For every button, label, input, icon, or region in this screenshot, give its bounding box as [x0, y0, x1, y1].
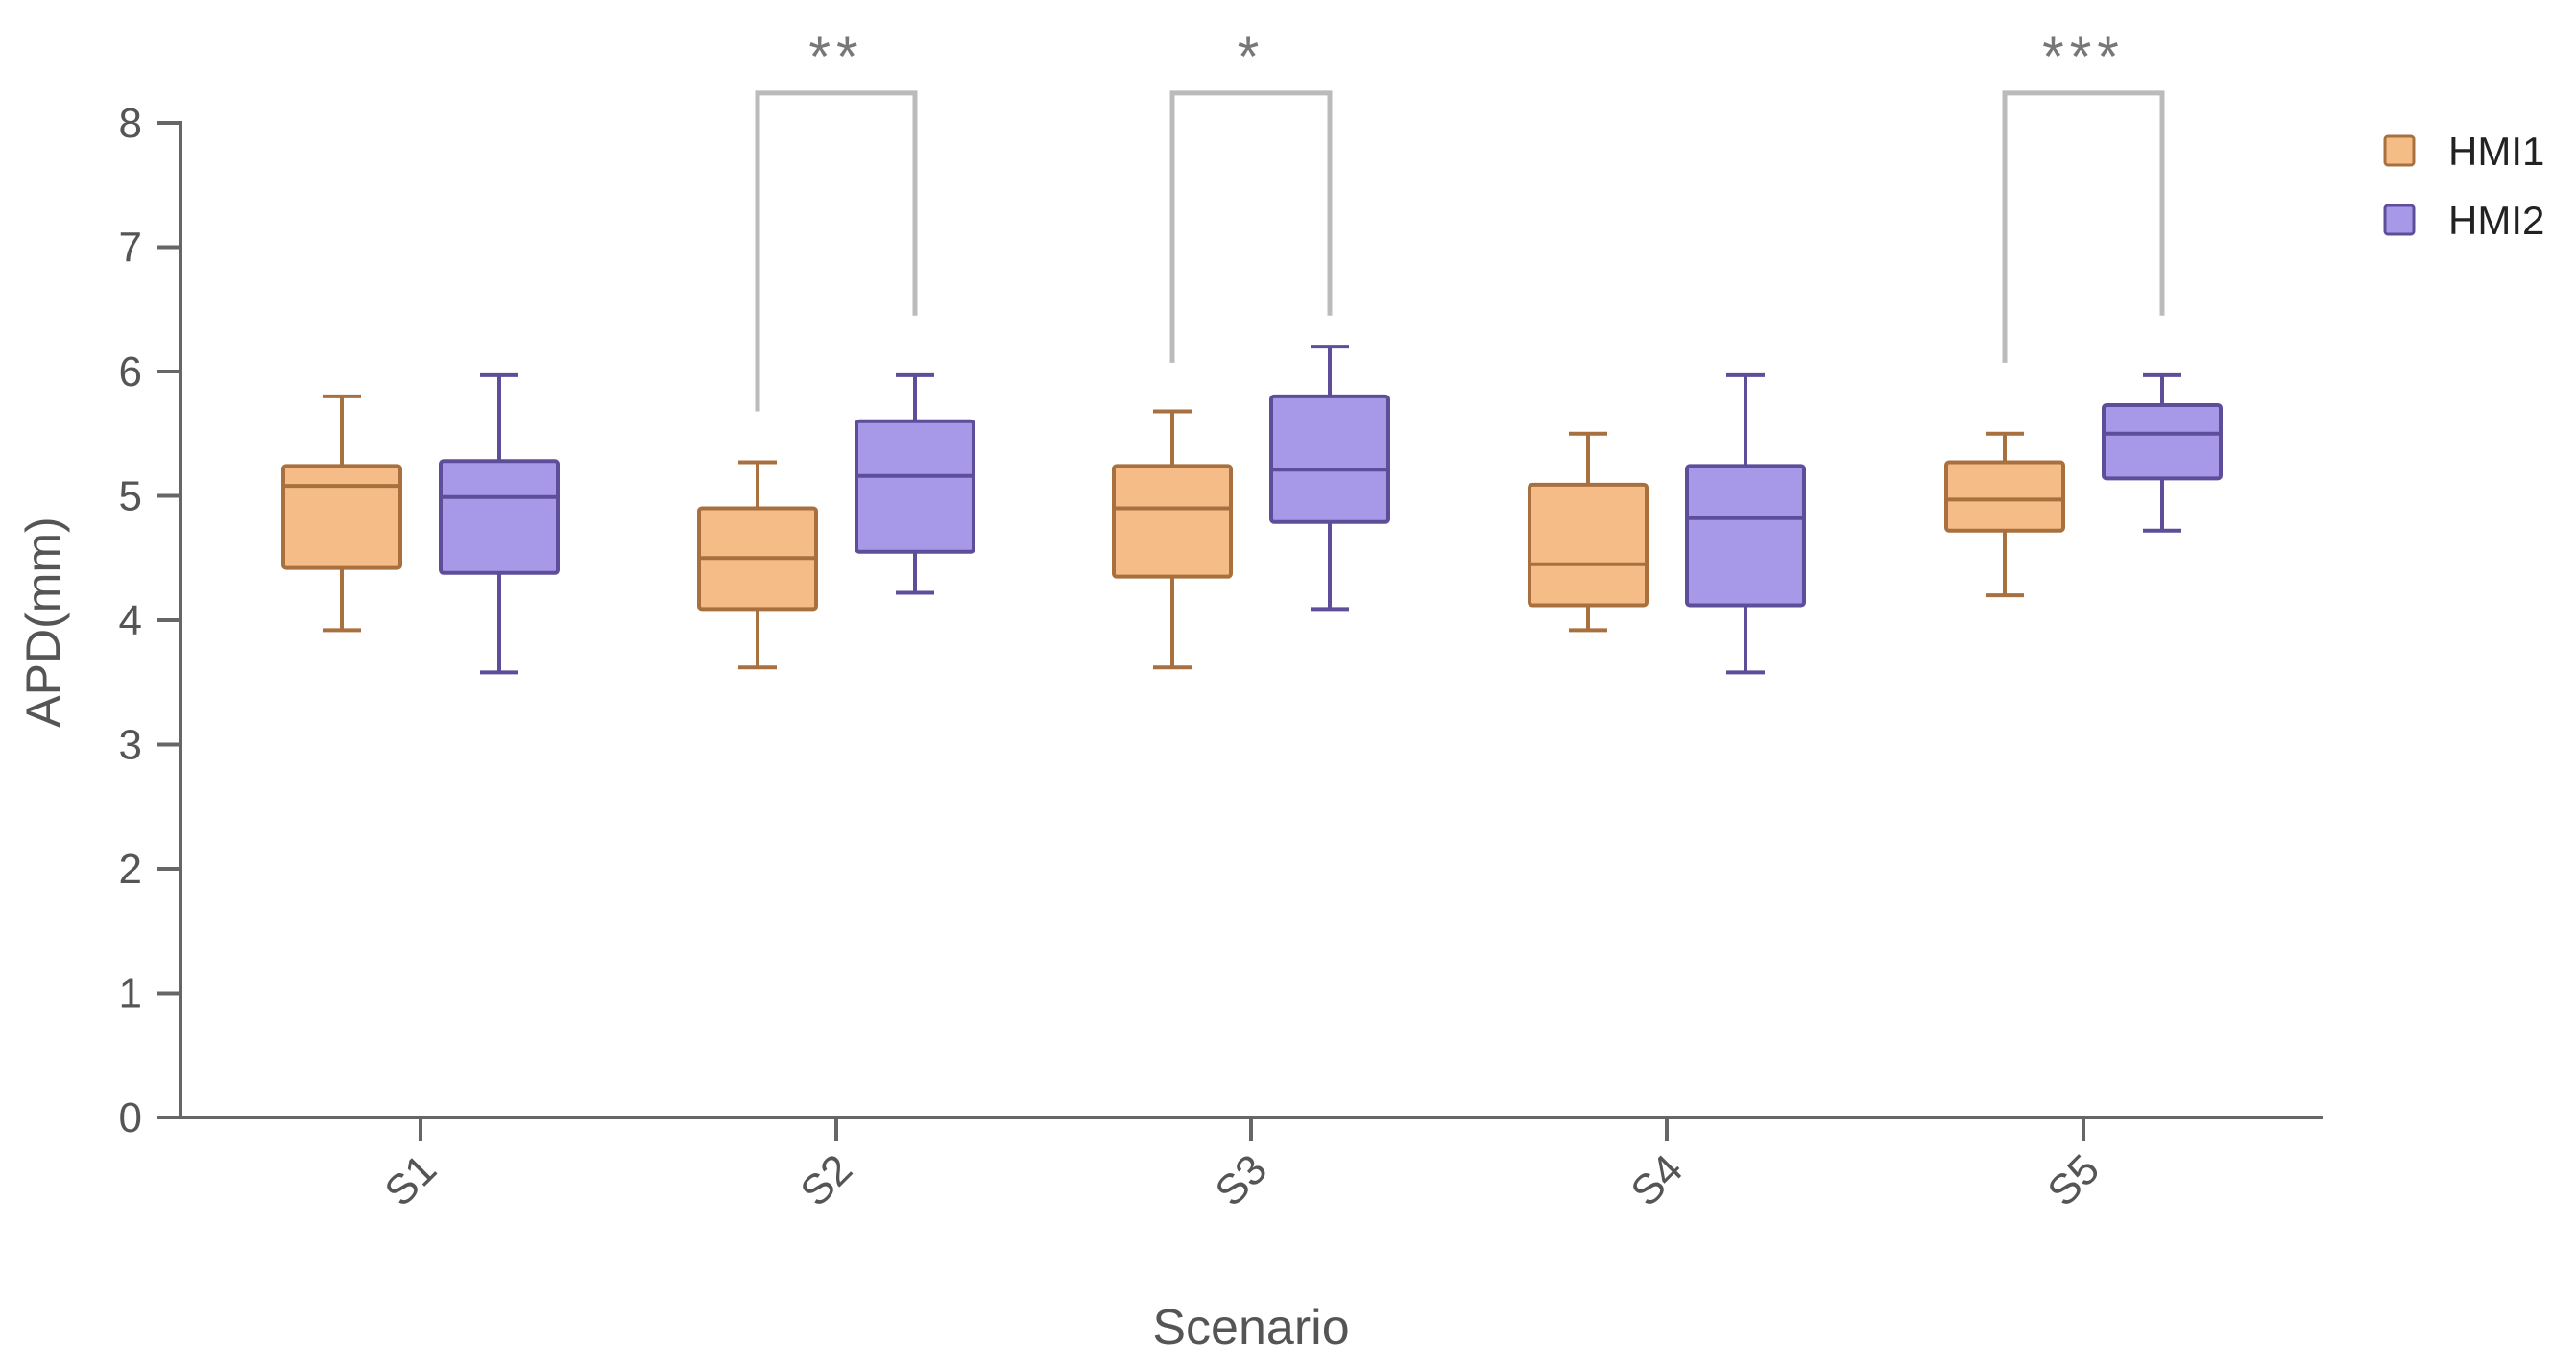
legend-label-hmi2: HMI2: [2448, 198, 2544, 243]
y-tick-label: 1: [119, 971, 142, 1018]
significance-bracket: [1169, 90, 1333, 363]
box-hmi2-s4: [1685, 372, 1806, 675]
axes: 0 1 2 3 4 5 6 7 8 S1 S2 S3 S4 S5: [119, 100, 2323, 1215]
significance-stars: ***: [2042, 26, 2125, 88]
y-axis-label: APD(mm): [16, 516, 70, 727]
y-tick-label: 2: [119, 846, 142, 893]
iqr-box: [1944, 460, 2065, 533]
box-hmi2-s3: [1269, 345, 1390, 612]
x-tick-label: S2: [791, 1145, 861, 1215]
iqr-box: [1685, 464, 1806, 608]
iqr-box: [1269, 394, 1390, 524]
x-axis-label: Scenario: [1152, 1300, 1349, 1356]
legend-swatch-hmi2: [2383, 204, 2416, 236]
y-tick-label: 4: [119, 597, 142, 644]
significance-stars: *: [1238, 26, 1265, 88]
significance-bracket: [2002, 90, 2165, 363]
box-hmi1-s3: [1112, 409, 1233, 670]
box-hmi1-s2: [697, 460, 818, 670]
y-tick-label: 6: [119, 348, 142, 396]
legend-label-hmi1: HMI1: [2448, 129, 2544, 174]
legend: HMI1 HMI2: [2383, 129, 2544, 243]
iqr-box: [1528, 482, 1649, 608]
x-tick-label: S1: [375, 1145, 445, 1215]
iqr-box: [2102, 402, 2223, 481]
y-tick-label: 8: [119, 100, 142, 147]
y-tick-label: 0: [119, 1094, 142, 1141]
iqr-box: [439, 459, 560, 575]
significance-brackets: ** * ***: [755, 26, 2165, 412]
x-tick-label: S3: [1206, 1145, 1276, 1215]
x-tick-label: S4: [1622, 1145, 1692, 1215]
y-tick-label: 7: [119, 225, 142, 272]
box-hmi2-s5: [2102, 372, 2223, 533]
y-tick-label: 3: [119, 722, 142, 769]
box-hmi2-s1: [439, 372, 560, 675]
iqr-box: [1112, 464, 1233, 579]
y-tick-label: 5: [119, 473, 142, 520]
legend-swatch-hmi1: [2383, 134, 2416, 167]
boxes: [281, 345, 2223, 675]
box-hmi1-s1: [281, 394, 402, 633]
iqr-box: [855, 419, 975, 554]
x-tick-label: S5: [2038, 1145, 2108, 1215]
box-hmi1-s4: [1528, 431, 1649, 633]
significance-stars: **: [808, 26, 863, 88]
box-hmi2-s2: [855, 372, 975, 595]
iqr-box: [281, 464, 402, 570]
box-hmi1-s5: [1944, 431, 2065, 598]
significance-bracket: [755, 90, 918, 412]
